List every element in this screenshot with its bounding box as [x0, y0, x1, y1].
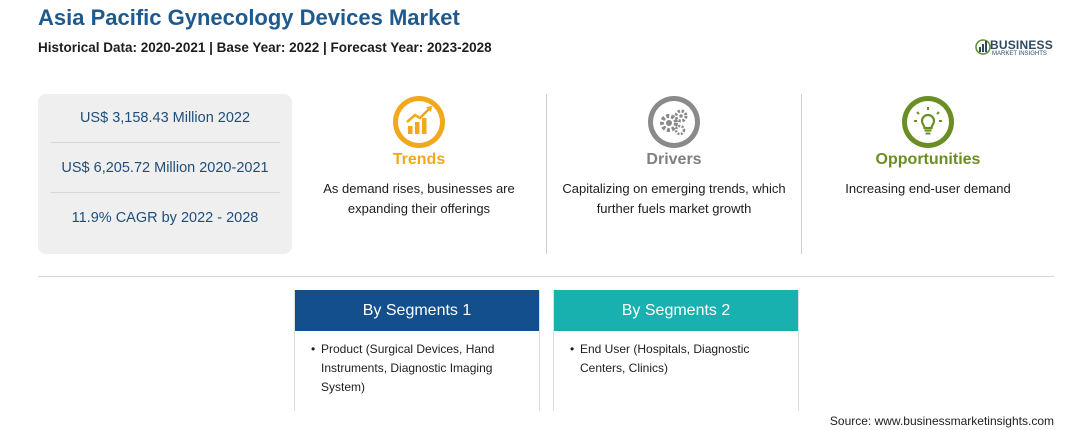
segment-card-1: By Segments 1 Product (Surgical Devices,…: [294, 290, 540, 411]
page-subtitle: Historical Data: 2020-2021 | Base Year: …: [38, 40, 492, 55]
opportunities-heading: Opportunities: [875, 151, 981, 168]
business-insights-logo-icon: [975, 39, 991, 55]
stat-market-value-2022: US$ 3,158.43 Million 2022: [79, 110, 251, 126]
trends-text: As demand rises, businesses are expandin…: [323, 181, 515, 216]
segment-2-heading: By Segments 2: [554, 290, 798, 331]
market-stats-card: US$ 3,158.43 Million 2022 US$ 6,205.72 M…: [38, 94, 292, 254]
trends-column: Trends As demand rises, businesses are e…: [292, 94, 546, 219]
column-divider: [546, 94, 547, 254]
drivers-text: Capitalizing on emerging trends, which f…: [562, 181, 786, 216]
brand-logo: BUSINESS MARKET INSIGHTS: [975, 36, 1065, 60]
lightbulb-icon: [902, 96, 954, 148]
drivers-column: Drivers Capitalizing on emerging trends,…: [547, 94, 801, 219]
trends-heading: Trends: [392, 151, 446, 168]
logo-wordmark: BUSINESS: [990, 38, 1053, 52]
stat-cagr: 11.9% CAGR by 2022 - 2028: [71, 210, 259, 226]
section-divider: [38, 276, 1054, 277]
segment-1-item: Product (Surgical Devices, Hand Instrume…: [311, 340, 527, 397]
column-divider: [801, 94, 802, 254]
opportunities-column: Opportunities Increasing end-user demand: [802, 94, 1054, 199]
source-note: Source: www.businessmarketinsights.com: [829, 414, 1054, 428]
logo-tagline: MARKET INSIGHTS: [992, 51, 1047, 57]
stat-divider: [50, 142, 280, 143]
segment-2-item: End User (Hospitals, Diagnostic Centers,…: [570, 340, 786, 378]
trending-chart-icon: [393, 96, 445, 148]
page-title: Asia Pacific Gynecology Devices Market: [38, 5, 460, 30]
drivers-heading: Drivers: [646, 151, 702, 168]
segment-card-2: By Segments 2 End User (Hospitals, Diagn…: [553, 290, 799, 411]
stat-divider: [50, 192, 280, 193]
stat-market-value-historical: US$ 6,205.72 Million 2020-2021: [61, 160, 269, 176]
segment-1-heading: By Segments 1: [295, 290, 539, 331]
opportunities-text: Increasing end-user demand: [845, 181, 1011, 196]
gears-icon: [648, 96, 700, 148]
